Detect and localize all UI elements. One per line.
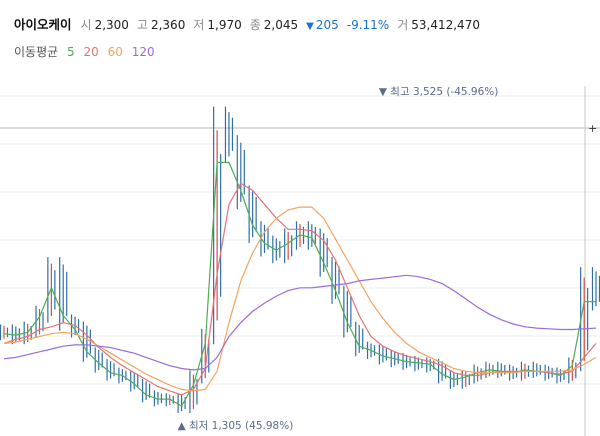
ma-legend-120[interactable]: 120	[131, 45, 155, 59]
ma-line-60	[3, 206, 597, 392]
ma-legend-5[interactable]: 5	[67, 45, 75, 59]
ma-legend-60[interactable]: 60	[107, 45, 123, 59]
volume-label: 거	[397, 18, 409, 32]
high-annotation: ▼ 최고 3,525 (-45.96%)	[379, 86, 499, 98]
down-triangle-icon: ▼	[306, 21, 314, 32]
ma-legend-label: 이동평균	[14, 45, 59, 59]
high-value: 2,360	[150, 18, 186, 32]
crosshair-cursor-icon: +	[588, 122, 597, 135]
stock-name: 아이오케이	[14, 17, 72, 32]
open-label: 시	[80, 18, 92, 32]
change-pct: -9.11%	[346, 18, 390, 32]
low-annotation: ▲ 최저 1,305 (45.98%)	[178, 420, 294, 432]
open-value: 2,300	[94, 18, 129, 32]
low-value: 1,970	[207, 18, 242, 32]
ma-legend-20[interactable]: 20	[83, 45, 99, 59]
close-value: 2,045	[263, 18, 299, 32]
close-label: 종	[249, 18, 261, 32]
ma-line-20	[3, 182, 597, 396]
low-label: 저	[193, 18, 205, 32]
ma-line-120	[3, 274, 597, 371]
high-label: 고	[136, 18, 148, 32]
ma-line-5	[3, 161, 596, 407]
ma-legend: 이동평균 5 20 60 120	[14, 43, 160, 60]
change-value: 205	[315, 18, 339, 32]
volume-value: 53,412,470	[411, 18, 480, 32]
quote-header: 아이오케이 시 2,300 고 2,360 저 1,970 종 2,045 ▼ …	[14, 14, 488, 34]
